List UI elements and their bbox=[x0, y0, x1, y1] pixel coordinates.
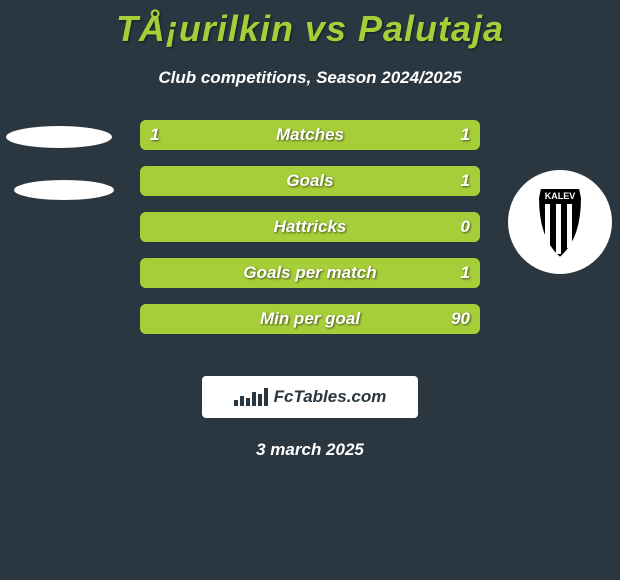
bars-icon-bar bbox=[240, 396, 244, 406]
bar-label: Min per goal bbox=[140, 309, 480, 329]
left-player-oval-1 bbox=[6, 126, 112, 148]
bar-right-value: 90 bbox=[451, 309, 470, 329]
bar-label: Matches bbox=[140, 125, 480, 145]
bar-right-value: 0 bbox=[461, 217, 470, 237]
bar-label: Hattricks bbox=[140, 217, 480, 237]
branding-box: FcTables.com bbox=[202, 376, 418, 418]
bar-label: Goals bbox=[140, 171, 480, 191]
bar-row: Hattricks0 bbox=[140, 212, 480, 242]
shield-stripe bbox=[567, 204, 572, 248]
bars-icon-bar bbox=[264, 388, 268, 406]
right-club-badge: KALEV bbox=[508, 170, 612, 274]
shield-stripe bbox=[556, 204, 561, 254]
bars-icon-bar bbox=[258, 394, 262, 406]
bar-row: Goals per match1 bbox=[140, 258, 480, 288]
comparison-area: Matches11Goals1Hattricks0Goals per match… bbox=[0, 120, 620, 360]
branding-text: FcTables.com bbox=[274, 387, 387, 407]
bar-row: Min per goal90 bbox=[140, 304, 480, 334]
bar-right-value: 1 bbox=[461, 263, 470, 283]
bars-icon-bar bbox=[246, 398, 250, 406]
bars-icon-bar bbox=[234, 400, 238, 406]
bar-label: Goals per match bbox=[140, 263, 480, 283]
bar-row: Matches1 1 bbox=[140, 120, 480, 150]
page-title: TÅ¡urilkin vs Palutaja bbox=[0, 0, 620, 50]
subtitle: Club competitions, Season 2024/2025 bbox=[0, 68, 620, 88]
bars-icon-bar bbox=[252, 392, 256, 406]
date-label: 3 march 2025 bbox=[0, 440, 620, 460]
bar-row: Goals1 bbox=[140, 166, 480, 196]
badge-text: KALEV bbox=[545, 191, 576, 201]
bar-left-value: 1 bbox=[150, 125, 159, 145]
left-player-slot bbox=[0, 120, 120, 200]
bar-right-value: 1 bbox=[461, 125, 470, 145]
bar-right-value: 1 bbox=[461, 171, 470, 191]
comparison-bars: Matches11Goals1Hattricks0Goals per match… bbox=[140, 120, 480, 350]
shield-stripe bbox=[545, 204, 550, 248]
left-player-oval-2 bbox=[14, 180, 114, 200]
bars-chart-icon bbox=[234, 388, 268, 406]
